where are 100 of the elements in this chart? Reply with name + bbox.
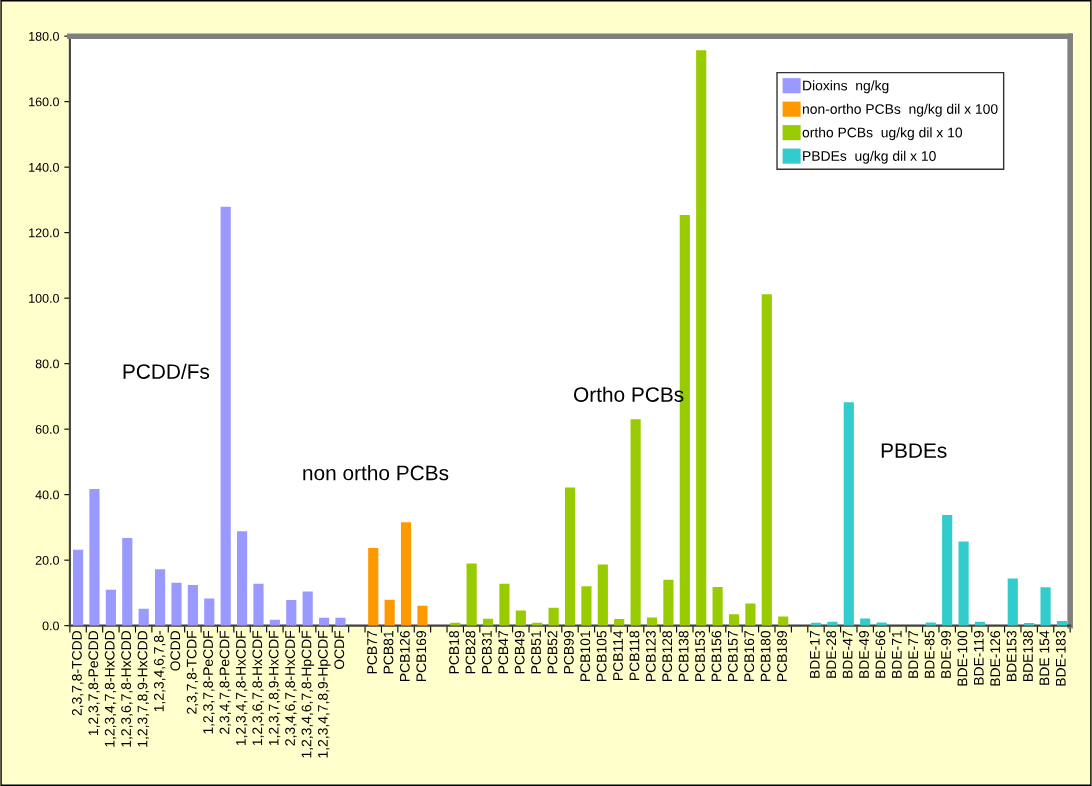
x-tick-label: PCB101 bbox=[580, 631, 591, 681]
bar bbox=[663, 579, 674, 626]
bar bbox=[187, 585, 198, 626]
x-tick-label: PCB99 bbox=[563, 631, 574, 674]
annotation: PBDEs bbox=[881, 443, 947, 458]
x-tick-label: BDE-66 bbox=[875, 630, 886, 678]
bar bbox=[236, 531, 248, 626]
bar bbox=[204, 598, 215, 626]
legend-label: PBDEs ug/kg dil x 10 bbox=[803, 150, 936, 164]
bar bbox=[73, 549, 84, 626]
x-tick-label: BDE153 bbox=[1006, 630, 1017, 681]
bar bbox=[105, 589, 116, 626]
bar bbox=[564, 487, 576, 626]
bar bbox=[925, 622, 936, 626]
bar bbox=[220, 206, 231, 626]
y-tick-label: 180.0 bbox=[29, 31, 59, 41]
x-tick-label: PCB118 bbox=[629, 630, 640, 680]
x-tick-label: 1,2,3,7,8-PeCDD bbox=[88, 631, 100, 736]
bar bbox=[171, 582, 182, 626]
bar bbox=[335, 617, 346, 626]
x-tick-label: PCB128 bbox=[662, 630, 673, 681]
bar bbox=[384, 599, 395, 626]
y-tick-label: 80.0 bbox=[35, 359, 59, 369]
bar bbox=[843, 402, 854, 626]
x-tick-label: BDE-47 bbox=[842, 631, 853, 678]
x-tick-label: 1,2,3,7,8-PeCDF bbox=[203, 630, 215, 734]
bar bbox=[400, 522, 412, 626]
x-tick-label: BDE-28 bbox=[826, 630, 837, 678]
x-tick-label: PCB31 bbox=[481, 631, 492, 674]
annotation: PCDD/Fs bbox=[123, 363, 210, 379]
bar bbox=[876, 622, 887, 626]
x-tick-label: BDE-17 bbox=[810, 631, 820, 678]
bar bbox=[761, 294, 772, 626]
x-tick-label: 1,2,3,4,7,8-HxCDD bbox=[104, 631, 117, 747]
bar bbox=[597, 564, 608, 626]
x-tick-label: 1,2,3,6,7,8-HxCDD bbox=[121, 631, 133, 747]
x-tick-label: 1,2,3,6,7,8-HxCDF bbox=[252, 630, 264, 746]
x-tick-label: PCB77 bbox=[367, 631, 377, 674]
x-tick-label: OCDF bbox=[334, 630, 345, 670]
x-tick-label: PCB52 bbox=[547, 631, 558, 674]
x-tick-label: PCB28 bbox=[465, 630, 476, 674]
bar bbox=[942, 514, 953, 626]
bar bbox=[368, 548, 379, 626]
x-tick-label: BDE-49 bbox=[859, 631, 869, 678]
x-tick-label: OCDD bbox=[170, 631, 181, 671]
bar bbox=[745, 603, 756, 626]
x-tick-label: 2,3,7,8-TCDD bbox=[71, 631, 84, 716]
bar bbox=[630, 419, 641, 626]
x-tick-label: PCB169 bbox=[416, 631, 427, 681]
bar bbox=[253, 583, 264, 626]
bar bbox=[499, 583, 510, 626]
bar bbox=[778, 616, 789, 626]
x-tick-label: BDE-71 bbox=[892, 631, 902, 678]
x-tick-label: 1,2,3,4,7,8-HxCDF bbox=[235, 630, 248, 746]
x-tick-label: 1,2,3,4,6,7,8-HpCDF bbox=[301, 630, 315, 758]
bar bbox=[154, 569, 166, 626]
x-tick-label: 2,3,4,7,8-PeCDF bbox=[219, 630, 232, 734]
bar bbox=[860, 618, 871, 626]
x-tick-label: PCB180 bbox=[760, 630, 771, 681]
y-tick-label: 0.0 bbox=[42, 621, 59, 631]
bar bbox=[515, 610, 526, 626]
y-tick-label: 160.0 bbox=[29, 97, 59, 107]
bar bbox=[138, 608, 149, 626]
bar bbox=[466, 563, 477, 626]
x-tick-label: 1,2,3,4,6,7,8- bbox=[153, 630, 166, 712]
annotation: non ortho PCBs bbox=[303, 465, 449, 481]
bar bbox=[696, 50, 707, 626]
x-tick-label: PCB167 bbox=[744, 631, 755, 681]
bar bbox=[1007, 578, 1018, 626]
x-tick-label: BDE-100 bbox=[957, 630, 968, 686]
x-tick-label: PCB156 bbox=[711, 630, 722, 681]
bar bbox=[581, 586, 592, 626]
bar bbox=[712, 587, 723, 626]
bar bbox=[1040, 587, 1051, 626]
bar bbox=[614, 619, 625, 626]
y-tick-label: 40.0 bbox=[35, 490, 59, 500]
bar bbox=[286, 600, 297, 626]
x-tick-label: BDE-119 bbox=[973, 631, 984, 685]
x-tick-label: PCB105 bbox=[596, 630, 607, 681]
x-tick-label: BDE138 bbox=[1023, 630, 1033, 681]
bar bbox=[417, 605, 428, 626]
x-tick-label: PCB18 bbox=[449, 630, 459, 674]
bar bbox=[302, 591, 313, 626]
x-tick-label: PCB157 bbox=[727, 631, 738, 681]
y-tick-label: 20.0 bbox=[35, 555, 59, 565]
x-tick-label: PCB51 bbox=[531, 631, 541, 674]
x-tick-label: BDE-77 bbox=[908, 631, 918, 678]
bar bbox=[958, 541, 969, 626]
x-tick-label: BDE-183 bbox=[1055, 630, 1066, 686]
legend-label: ortho PCBs ug/kg dil x 10 bbox=[802, 127, 963, 141]
y-tick-label: 60.0 bbox=[35, 424, 59, 434]
x-tick-label: PCB189 bbox=[777, 631, 787, 681]
x-tick-label: 1,2,3,7,8,9-HxCDD bbox=[137, 631, 150, 747]
x-tick-label: BDE-99 bbox=[941, 631, 951, 678]
x-tick-label: 1,2,3,4,7,8,9-HpCDF bbox=[317, 630, 331, 758]
x-tick-label: PCB123 bbox=[645, 630, 656, 681]
x-tick-label: PCB126 bbox=[399, 630, 410, 681]
legend-label: Dioxins ng/kg bbox=[803, 80, 889, 94]
x-tick-label: 1,2,3,7,8,9-HxCDF bbox=[268, 630, 281, 746]
x-tick-label: PCB47 bbox=[498, 631, 509, 674]
